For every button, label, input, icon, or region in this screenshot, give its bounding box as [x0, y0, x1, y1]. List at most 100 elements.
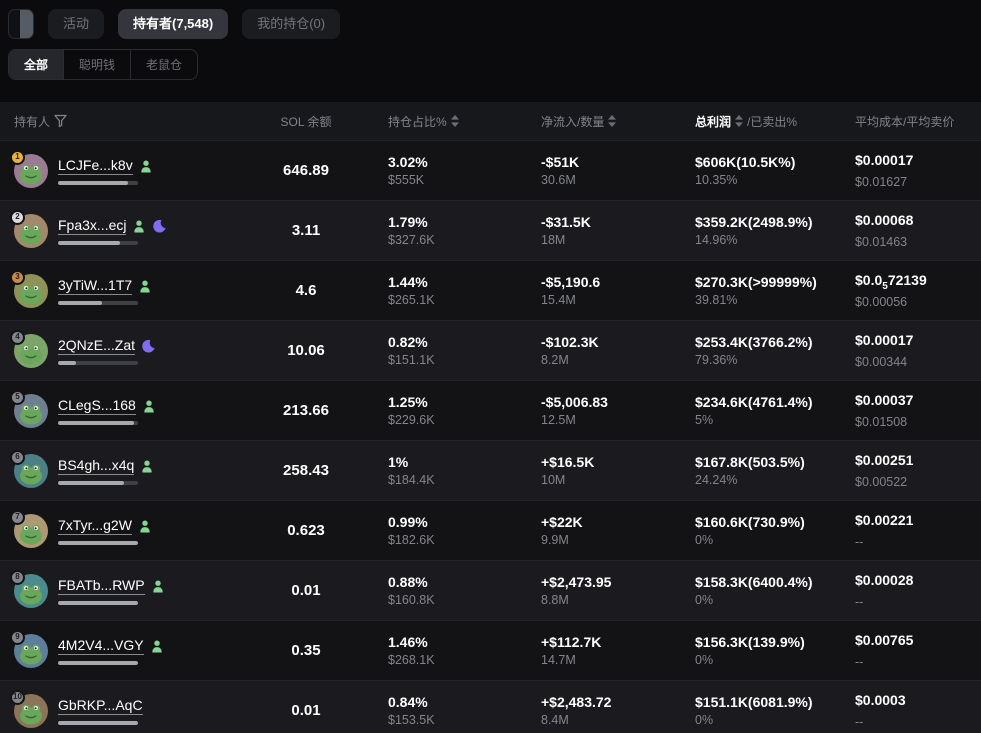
rank-badge: 1: [10, 149, 25, 165]
table-row[interactable]: 5 CLegS...168 213.66 1.25% $229.6K -$5,00…: [0, 380, 981, 440]
table-header: 持有人 SOL 余额 持仓占比% 净流入/数量 总利润 /已卖出% 平均成本/平…: [0, 102, 981, 140]
panel-toggle-icon[interactable]: [8, 9, 34, 39]
avg-cost: $0.0572139: [855, 272, 927, 292]
table-row[interactable]: 9 4M2V4...VGY 0.35 1.46% $268.1K +$112.7K…: [0, 620, 981, 680]
sort-icon[interactable]: [735, 115, 744, 127]
holder-address[interactable]: 3yTiW...1T7: [58, 276, 133, 295]
net-inflow: +$16.5K: [541, 454, 595, 470]
total-profit: $606K(10.5K%): [695, 154, 796, 170]
net-inflow: -$5,190.6: [541, 274, 601, 290]
header-position-pct[interactable]: 持仓占比%: [388, 113, 541, 130]
position-pct: 0.82%: [388, 334, 428, 350]
person-icon: [132, 219, 146, 233]
sol-balance: 0.623: [287, 522, 325, 539]
total-profit: $160.6K(730.9%): [695, 514, 805, 530]
table-row[interactable]: 4 2QNzE...Zat 10.06 0.82% $151.1K -$102.3…: [0, 320, 981, 380]
table-row[interactable]: 3 3yTiW...1T7 4.6 1.44% $265.1K -$5,190.6…: [0, 260, 981, 320]
token-amount: 14.7M: [541, 653, 576, 667]
holding-bar: [58, 420, 138, 425]
table-row[interactable]: 7 7xTyr...g2W 0.623 0.99% $182.6K +$22K 9.…: [0, 500, 981, 560]
sort-icon[interactable]: [608, 115, 617, 127]
holder-address[interactable]: 4M2V4...VGY: [58, 636, 144, 655]
holder-address[interactable]: BS4gh...x4q: [58, 456, 135, 475]
avatar[interactable]: 3: [10, 269, 48, 308]
holding-bar: [58, 720, 138, 725]
table-row[interactable]: 1 LCJFe...k8v 646.89 3.02% $555K -$51K 30.…: [0, 140, 981, 200]
position-value: $182.6K: [388, 533, 435, 547]
avg-cost: $0.00028: [855, 572, 914, 589]
sold-pct: 0%: [695, 533, 714, 547]
holding-bar: [58, 180, 138, 185]
holding-bar: [58, 360, 138, 365]
sol-balance: 3.11: [291, 222, 321, 239]
holder-address[interactable]: FBATb...RWP: [58, 576, 145, 595]
filter-rat-position[interactable]: 老鼠仓: [146, 58, 183, 72]
token-amount: 18M: [541, 233, 566, 247]
sold-pct: 0%: [695, 713, 714, 727]
table-row[interactable]: 2 Fpa3x...ecj 3.11 1.79% $327.6K -$31.5K 1…: [0, 200, 981, 260]
avatar[interactable]: 4: [10, 329, 48, 368]
rank-badge: 7: [10, 509, 25, 525]
sol-balance: 10.06: [287, 342, 325, 359]
net-inflow: -$31.5K: [541, 214, 591, 230]
filter-all[interactable]: 全部: [9, 50, 65, 79]
avg-sell-price: $0.00344: [855, 354, 908, 369]
header-net-inflow[interactable]: 净流入/数量: [541, 113, 695, 130]
holder-address[interactable]: GbRKP...AqC: [58, 696, 143, 715]
rank-badge: 10: [10, 689, 25, 705]
holder-address[interactable]: LCJFe...k8v: [58, 156, 133, 175]
net-inflow: -$51K: [541, 154, 580, 170]
total-profit: $158.3K(6400.4%): [695, 574, 813, 590]
sold-pct: 79.36%: [695, 353, 738, 367]
person-icon: [151, 579, 165, 593]
filter-smart-money[interactable]: 聪明钱: [64, 50, 132, 79]
position-value: $160.8K: [388, 593, 435, 607]
avg-cost: $0.00068: [855, 212, 914, 229]
holder-address[interactable]: 7xTyr...g2W: [58, 516, 132, 535]
avatar[interactable]: 10: [10, 689, 48, 728]
header-holder[interactable]: 持有人: [14, 113, 224, 130]
net-inflow: +$2,483.72: [541, 694, 612, 710]
person-icon: [140, 459, 154, 473]
tab-my-position[interactable]: 我的持仓(0): [242, 9, 341, 39]
tab-activity[interactable]: 活动: [48, 9, 105, 39]
sold-pct: 14.96%: [695, 233, 738, 247]
holder-filterbar: 全部 聪明钱 老鼠仓: [8, 49, 981, 80]
net-inflow: -$102.3K: [541, 334, 599, 350]
token-amount: 15.4M: [541, 293, 576, 307]
holding-bar: [58, 540, 138, 545]
avg-sell-price: --: [855, 534, 864, 549]
sold-pct: 10.35%: [695, 173, 738, 187]
avatar[interactable]: 8: [10, 569, 48, 608]
avg-sell-price: $0.00522: [855, 474, 908, 489]
net-inflow: +$22K: [541, 514, 583, 530]
avatar[interactable]: 5: [10, 389, 48, 428]
avatar[interactable]: 7: [10, 509, 48, 548]
funnel-icon[interactable]: [54, 114, 67, 128]
avg-sell-price: --: [855, 714, 864, 729]
table-row[interactable]: 8 FBATb...RWP 0.01 0.88% $160.8K +$2,473.…: [0, 560, 981, 620]
person-icon: [142, 399, 156, 413]
avatar[interactable]: 1: [10, 149, 48, 188]
holder-address[interactable]: 2QNzE...Zat: [58, 336, 136, 355]
holder-address[interactable]: Fpa3x...ecj: [58, 216, 127, 235]
total-profit: $151.1K(6081.9%): [695, 694, 813, 710]
token-amount: 12.5M: [541, 413, 576, 427]
header-avg-cost[interactable]: 平均成本/平均卖价: [855, 114, 955, 129]
tab-holders[interactable]: 持有者(7,548): [118, 9, 229, 39]
table-row[interactable]: 6 BS4gh...x4q 258.43 1% $184.4K +$16.5K 10…: [0, 440, 981, 500]
header-profit[interactable]: 总利润 /已卖出%: [695, 114, 798, 129]
header-sol-balance[interactable]: SOL 余额: [280, 114, 332, 129]
avg-cost: $0.00251: [855, 452, 914, 469]
sort-icon[interactable]: [450, 115, 459, 127]
position-pct: 1.44%: [388, 274, 428, 290]
avatar[interactable]: 2: [10, 209, 48, 248]
rank-badge: 9: [10, 629, 25, 645]
holder-address[interactable]: CLegS...168: [58, 396, 136, 415]
avatar[interactable]: 9: [10, 629, 48, 668]
rank-badge: 5: [10, 389, 25, 405]
net-inflow: +$2,473.95: [541, 574, 612, 590]
table-row[interactable]: 10 GbRKP...AqC 0.01 0.84% $153.5K +$2,483…: [0, 680, 981, 733]
sold-pct: 5%: [695, 413, 714, 427]
avatar[interactable]: 6: [10, 449, 48, 488]
